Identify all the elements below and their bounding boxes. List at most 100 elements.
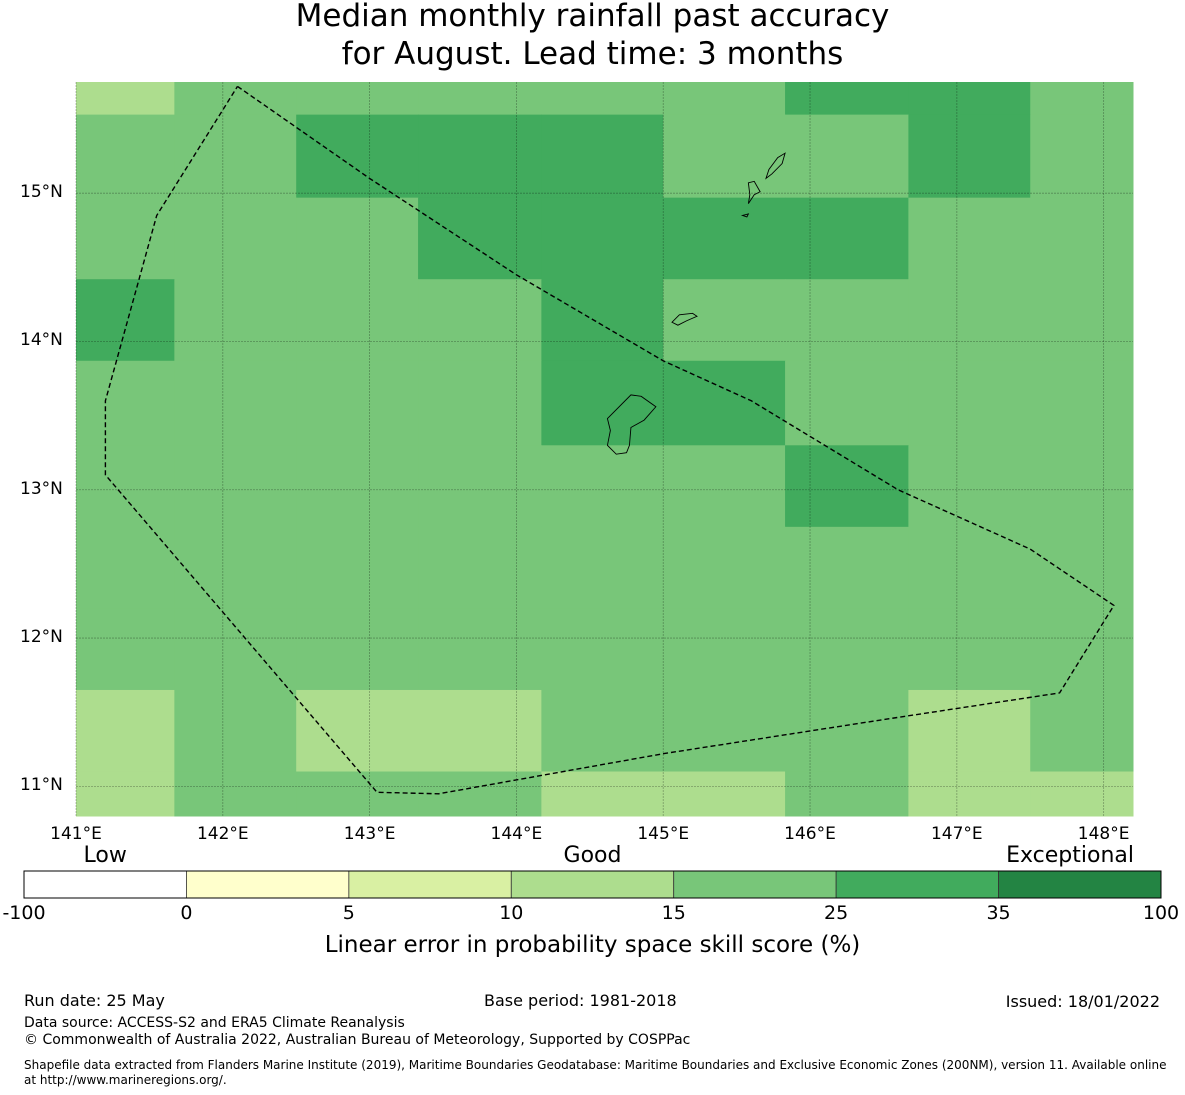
skill-cell (174, 82, 297, 116)
skill-cell (663, 360, 786, 446)
colorbar-segment (510, 870, 675, 899)
skill-cell (174, 114, 297, 199)
colorbar-tick: 35 (986, 902, 1011, 924)
colorbar-segment (835, 870, 999, 899)
data-source: Data source: ACCESS-S2 and ERA5 Climate … (24, 1015, 405, 1031)
skill-cell (76, 689, 175, 773)
skill-cell (785, 114, 909, 199)
colorbar-tick: 100 (1142, 902, 1180, 924)
skill-cell (785, 771, 909, 817)
skill-cell (785, 82, 909, 116)
skill-cell (908, 526, 1031, 609)
skill-cell (663, 771, 786, 817)
issued-date: Issued: 18/01/2022 (1005, 992, 1160, 1011)
skill-cell (663, 197, 786, 280)
colorbar-category: Good (563, 843, 622, 868)
skill-cell (1030, 82, 1134, 116)
skill-cell (1030, 197, 1134, 280)
skill-cell (541, 445, 664, 528)
skill-cell (1030, 360, 1134, 446)
skill-cell (908, 608, 1031, 691)
skill-cell (174, 689, 297, 773)
latitude-label: 14°N (20, 330, 63, 351)
skill-cell (76, 114, 175, 199)
skill-cell (418, 82, 542, 116)
skill-cell (541, 608, 664, 691)
skill-cell (1030, 771, 1134, 817)
latitude-label: 11°N (20, 775, 63, 796)
skill-cell (418, 114, 542, 199)
skill-cell (663, 114, 786, 199)
island-outline (740, 213, 750, 218)
skill-cell (1030, 689, 1134, 773)
latitude-label: 15°N (20, 182, 63, 203)
longitude-label: 147°E (930, 824, 983, 844)
skill-cell (296, 771, 419, 817)
colorbar-tick: 10 (499, 902, 524, 924)
skill-cell (785, 526, 909, 609)
skill-cell (174, 771, 297, 817)
base-period: Base period: 1981-2018 (484, 991, 677, 1010)
skill-cell (174, 279, 297, 362)
skill-cell (296, 197, 419, 280)
colorbar-tick: 25 (824, 902, 849, 924)
skill-cell (785, 360, 909, 446)
copyright-notice: © Commonwealth of Australia 2022, Austra… (24, 1032, 691, 1048)
skill-cell (541, 114, 664, 199)
longitude-label: 146°E (784, 824, 836, 844)
skill-cell (663, 689, 786, 773)
skill-cell (663, 608, 786, 691)
skill-cell (418, 526, 542, 609)
skill-cell (296, 82, 419, 116)
skill-cell (541, 82, 664, 116)
skill-cell (785, 608, 909, 691)
skill-cell (785, 197, 909, 280)
skill-cell (663, 445, 786, 528)
skill-cell (174, 445, 297, 528)
run-date: Run date: 25 May (24, 991, 165, 1010)
skill-cell (663, 82, 786, 116)
skill-cell (663, 526, 786, 609)
longitude-label: 145°E (637, 824, 690, 844)
skill-cell (908, 360, 1031, 446)
colorbar-tick: -100 (2, 902, 46, 924)
colorbar-tick: 0 (180, 902, 193, 924)
skill-cell (76, 360, 175, 446)
colorbar-tick: 15 (661, 902, 686, 924)
skill-cell (908, 197, 1031, 280)
latitude-label: 13°N (20, 478, 63, 499)
skill-cell (418, 608, 542, 691)
skill-cell (1030, 114, 1134, 199)
colorbar-tick: 5 (342, 902, 355, 924)
skill-cell (1030, 279, 1134, 362)
shapefile-credit: Shapefile data extracted from Flanders M… (24, 1058, 1167, 1087)
skill-cell (418, 689, 542, 773)
skill-cell (908, 689, 1031, 773)
skill-cell (1030, 526, 1134, 609)
skill-cell (541, 771, 664, 817)
skill-cell (785, 445, 909, 528)
colorbar-category: Low (83, 843, 127, 868)
island-outline (606, 394, 657, 455)
skill-cell (296, 608, 419, 691)
longitude-label: 142°E (196, 824, 249, 844)
skill-cell (296, 114, 419, 199)
skill-cell (541, 689, 664, 773)
map-gridlines (75, 82, 1133, 816)
colorbar-category: Exceptional (1006, 843, 1134, 868)
skill-cell (663, 279, 786, 362)
island-outline (671, 312, 698, 326)
skill-cell (541, 360, 664, 446)
skill-cell (174, 526, 297, 609)
skill-cell (908, 114, 1031, 199)
skill-cell (76, 771, 175, 817)
island-outline (765, 152, 786, 180)
skill-cell (418, 360, 542, 446)
skill-cell (541, 279, 664, 362)
skill-cell (908, 82, 1031, 116)
skill-cell (76, 279, 175, 362)
skill-cell (541, 526, 664, 609)
skill-cell (174, 197, 297, 280)
colorbar-segment (348, 870, 512, 899)
